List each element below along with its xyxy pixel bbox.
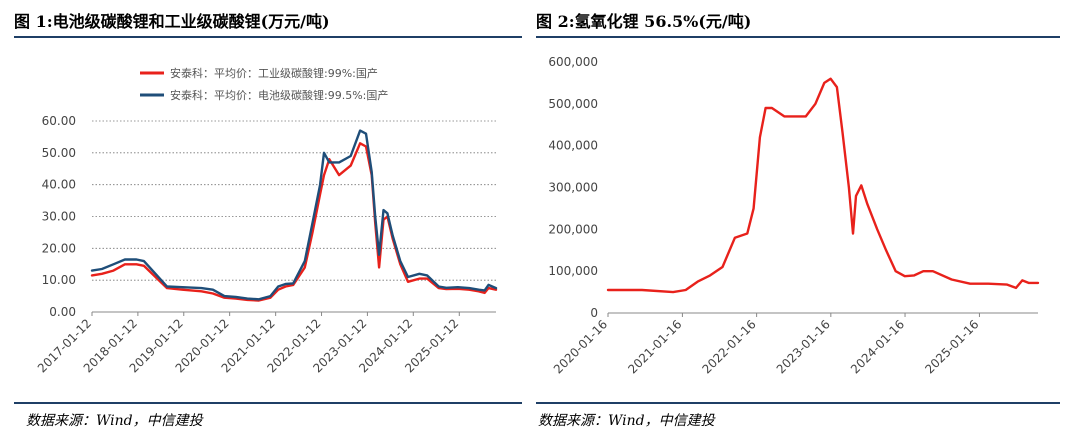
series-line-1 xyxy=(606,77,1040,294)
legend-label-2: 安泰科：平均价：电池级碳酸锂:99.5%:国产 xyxy=(170,88,388,102)
y-tick-label: 0 xyxy=(590,306,598,320)
y-tick-label: 50.00 xyxy=(42,146,76,160)
y-tick-label: 500,000 xyxy=(548,97,598,111)
x-tick-label: 2023-01-16 xyxy=(774,317,833,376)
y-tick-label: 300,000 xyxy=(548,181,598,195)
x-tick-label: 2024-01-16 xyxy=(848,317,907,376)
y-tick-label: 600,000 xyxy=(548,55,598,69)
x-tick-label: 2020-01-16 xyxy=(551,317,610,376)
figure-2-top-rule xyxy=(536,36,1060,38)
figure-2-title: 图 2:氢氧化锂 56.5%(元/吨) xyxy=(536,12,752,31)
figure-1-bottom-rule xyxy=(14,402,522,404)
series-line-2 xyxy=(90,129,498,301)
y-tick-label: 0.00 xyxy=(49,305,76,319)
y-tick-label: 60.00 xyxy=(42,114,76,128)
y-tick-label: 400,000 xyxy=(548,139,598,153)
figure-1-source: 数据来源：Wind，中信建投 xyxy=(26,413,203,429)
figure-1-panel: 图 1:电池级碳酸锂和工业级碳酸锂(万元/吨) 0.00 10.00 20.00 30… xyxy=(0,0,525,441)
y-tick-label: 30.00 xyxy=(42,210,76,224)
figure-2-panel: 图 2:氢氧化锂 56.5%(元/吨) 0 100,000 200,000 300,0… xyxy=(530,0,1080,441)
y-tick-label: 40.00 xyxy=(42,178,76,192)
x-tick-label: 2022-01-16 xyxy=(700,317,759,376)
y-tick-label: 200,000 xyxy=(548,222,598,236)
y-tick-label: 10.00 xyxy=(42,273,76,287)
figure-1-chart: 0.0010.0020.0030.0040.0050.0060.002017-0… xyxy=(35,66,498,375)
x-tick-label: 2021-01-16 xyxy=(625,317,684,376)
figure-2-source: 数据来源：Wind，中信建投 xyxy=(538,413,715,429)
y-tick-label: 100,000 xyxy=(548,264,598,278)
series-line-1 xyxy=(90,142,498,302)
legend-label-1: 安泰科：平均价：工业级碳酸锂:99%:国产 xyxy=(170,66,378,80)
figure-2-bottom-rule xyxy=(536,402,1060,404)
figure-1-title: 图 1:电池级碳酸锂和工业级碳酸锂(万元/吨) xyxy=(14,12,330,31)
y-tick-label: 20.00 xyxy=(42,241,76,255)
figure-1-top-rule xyxy=(14,36,522,38)
figure-2-chart: 0 100,000 200,000 300,000 400,000 500,000 600,… xyxy=(548,55,1040,376)
x-tick-label: 2025-01-16 xyxy=(922,317,981,376)
